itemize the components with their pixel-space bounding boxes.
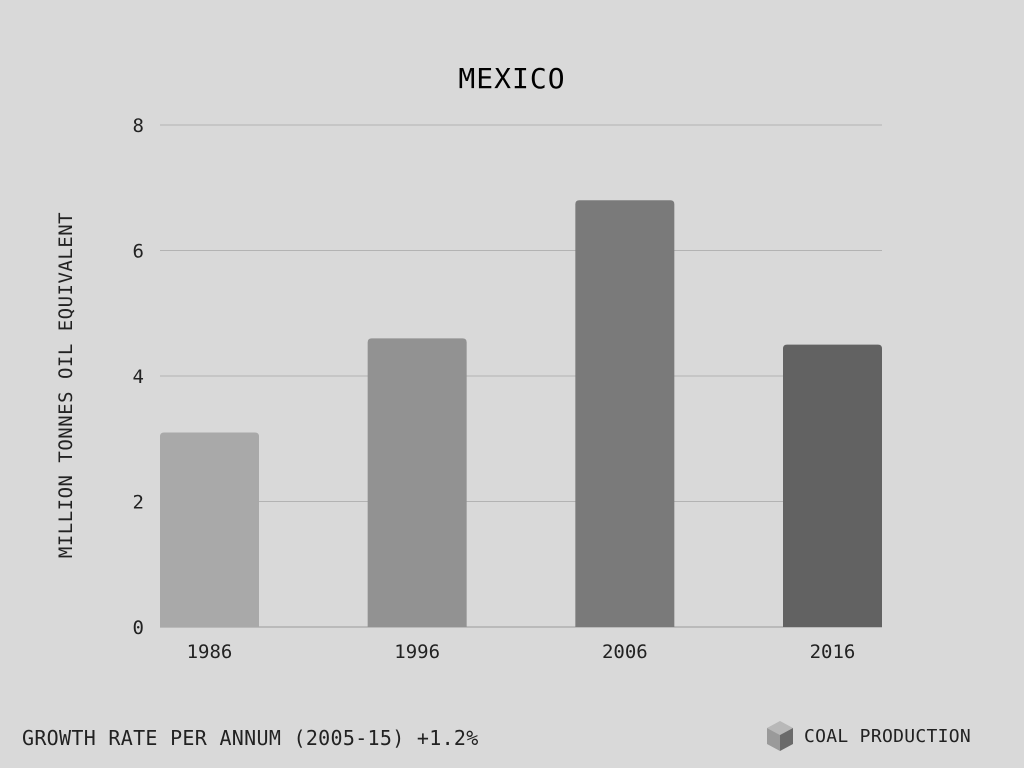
x-tick-label: 1986 <box>187 641 233 663</box>
growth-rate-text: GROWTH RATE PER ANNUM (2005-15) +1.2% <box>22 726 479 750</box>
y-tick-label: 8 <box>133 115 144 137</box>
y-tick-label: 2 <box>133 492 144 514</box>
chart-title: MEXICO <box>458 62 565 95</box>
x-tick-label: 2006 <box>602 641 648 663</box>
grid-lines <box>160 124 882 628</box>
bar-2016 <box>783 344 882 627</box>
legend-label: COAL PRODUCTION <box>804 725 972 747</box>
cube-icon <box>767 721 793 751</box>
y-axis-ticks: 0 2 4 6 8 <box>133 115 144 639</box>
y-tick-label: 6 <box>133 241 144 263</box>
bar-2006 <box>575 200 675 628</box>
bar-1996 <box>367 338 467 627</box>
x-tick-label: 2016 <box>810 641 856 663</box>
y-tick-label: 4 <box>133 366 144 388</box>
y-tick-label: 0 <box>133 617 144 639</box>
x-tick-label: 1996 <box>394 641 440 663</box>
x-axis-ticks: 1986 1996 2006 2016 <box>187 641 856 663</box>
y-axis-label: MILLION TONNES OIL EQUIVALENT <box>55 212 77 558</box>
bar-1986 <box>160 432 259 627</box>
legend: COAL PRODUCTION <box>766 718 971 754</box>
bars <box>160 200 882 628</box>
